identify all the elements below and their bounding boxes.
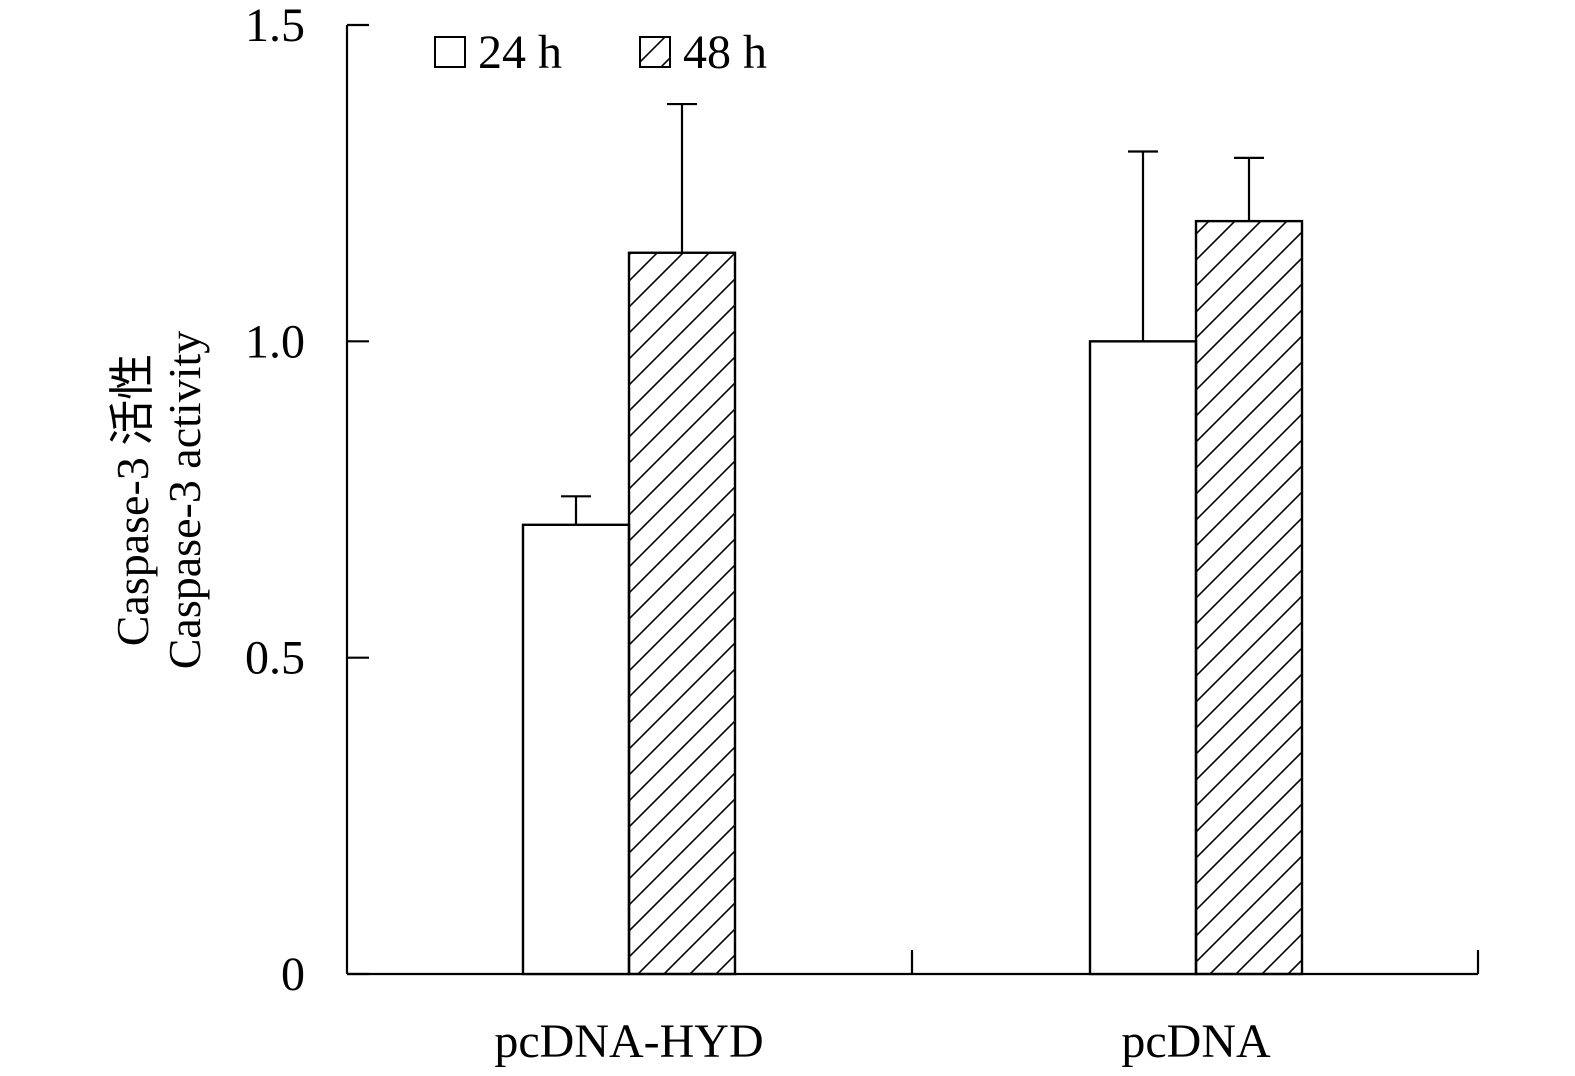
legend-swatch-24h [434, 36, 466, 68]
category-label-pcdna-hyd: pcDNA-HYD [494, 1015, 763, 1068]
y-axis: 0 0.5 1.0 1.5 Caspase-3 活性 Caspase-3 activi… [107, 0, 369, 1001]
legend-label-24h: 24 h [478, 26, 562, 79]
bar-24h-pcdna [1088, 340, 1198, 976]
y-tick-label: 0.5 [245, 632, 305, 685]
bars [521, 102, 1304, 976]
y-tick-label: 1.5 [245, 0, 305, 52]
y-tick-label: 0 [281, 948, 305, 1001]
y-axis-title-cn: Caspase-3 活性 [107, 354, 158, 647]
legend-label-48h: 48 h [683, 26, 767, 79]
bar-48h-pcdna [1194, 219, 1304, 976]
bar-24h-pcdna-hyd [521, 523, 631, 976]
bar-48h-pcdna-hyd [627, 251, 737, 976]
legend: 24 h 48 h [434, 26, 767, 79]
y-axis-title-en: Caspase-3 activity [159, 331, 210, 670]
category-label-pcdna: pcDNA [1121, 1015, 1271, 1068]
x-axis: pcDNA-HYD pcDNA [347, 950, 1480, 1068]
y-tick-label: 1.0 [245, 315, 305, 368]
legend-swatch-48h [639, 36, 671, 68]
